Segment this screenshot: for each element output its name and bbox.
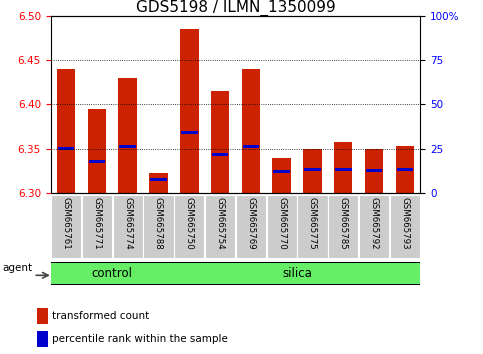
Bar [212,153,228,156]
Bar [37,308,47,324]
Bar [328,195,358,258]
Bar [180,29,199,193]
Bar [37,331,47,347]
Bar [88,109,106,193]
Bar [51,195,81,258]
Text: GSM665774: GSM665774 [123,196,132,249]
Bar [396,146,414,193]
Bar [273,170,290,173]
Bar [298,195,327,258]
Bar [88,160,105,162]
Bar [303,149,322,193]
Title: GDS5198 / ILMN_1350099: GDS5198 / ILMN_1350099 [136,0,335,16]
Bar [174,195,204,258]
Text: GSM665775: GSM665775 [308,196,317,249]
Bar [181,131,198,134]
Bar [143,195,173,258]
Bar [242,145,259,148]
Text: GSM665769: GSM665769 [246,196,256,249]
Text: GSM665770: GSM665770 [277,196,286,249]
Text: GSM665793: GSM665793 [400,196,409,249]
Bar [113,195,143,258]
Text: percentile rank within the sample: percentile rank within the sample [52,334,228,344]
Bar [335,169,352,171]
Bar [58,147,74,150]
Bar [359,195,389,258]
Bar [82,195,112,258]
Text: agent: agent [2,263,32,273]
Text: GSM665788: GSM665788 [154,196,163,249]
Bar [304,169,321,171]
Bar [174,263,420,284]
Text: silica: silica [282,267,312,280]
Bar [272,158,291,193]
Bar [118,78,137,193]
Bar [57,69,75,193]
Bar [119,145,136,148]
Bar [365,149,384,193]
Bar [150,178,167,181]
Bar [211,91,229,193]
Bar [334,142,353,193]
Bar [236,195,266,258]
Bar [366,169,383,172]
Text: GSM665785: GSM665785 [339,196,348,249]
Text: GSM665771: GSM665771 [92,196,101,249]
Bar [267,195,297,258]
Text: GSM665761: GSM665761 [62,196,71,249]
Bar [149,173,168,193]
Text: transformed count: transformed count [52,311,149,321]
Bar [390,195,420,258]
Text: GSM665754: GSM665754 [215,196,225,249]
Bar [51,263,173,284]
Bar [242,69,260,193]
Text: control: control [92,267,133,280]
Bar [397,169,413,171]
Text: GSM665750: GSM665750 [185,196,194,249]
Bar [205,195,235,258]
Text: GSM665792: GSM665792 [369,196,379,249]
